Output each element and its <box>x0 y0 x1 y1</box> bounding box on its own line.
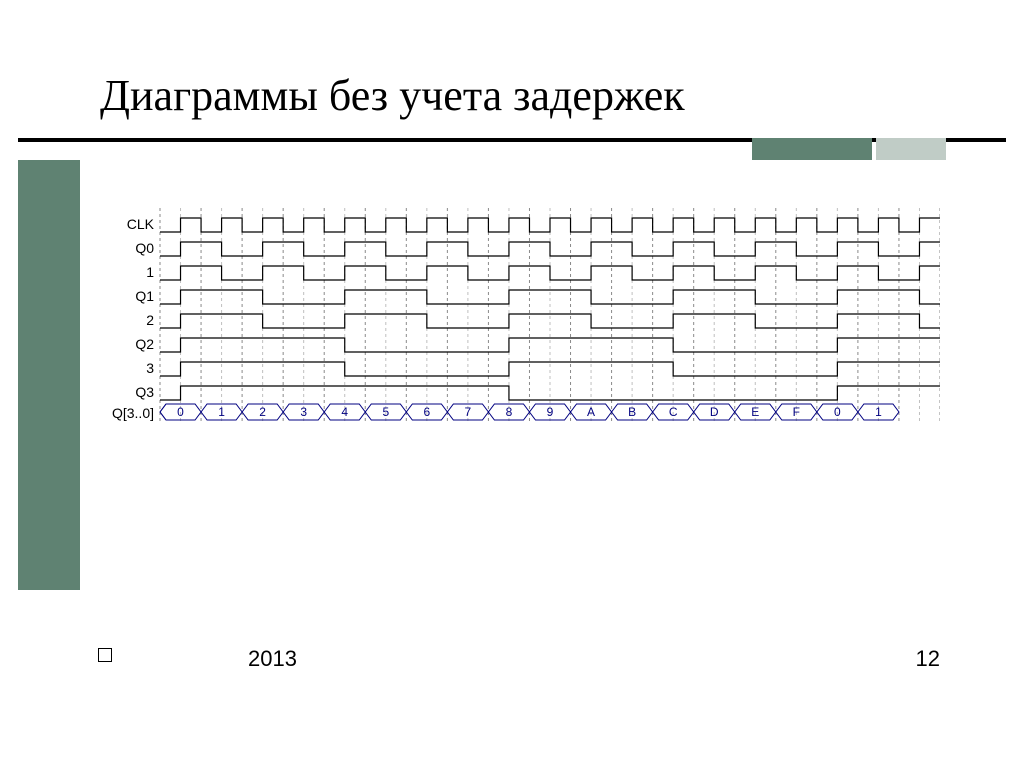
svg-text:Q[3..0]: Q[3..0] <box>112 405 154 421</box>
svg-text:2: 2 <box>259 405 266 419</box>
footer-year: 2013 <box>248 646 297 672</box>
footer-page-number: 12 <box>916 646 940 672</box>
svg-text:E: E <box>751 405 759 419</box>
svg-text:D: D <box>710 405 719 419</box>
timing-svg: CLK Q0 1 Q1 2 Q2 3 Q3 Q[3..0] 0 1 2 3 4 5 6 7 8 9 A B C D E F 0 1 <box>100 204 940 456</box>
svg-text:3: 3 <box>300 405 307 419</box>
svg-text:7: 7 <box>465 405 472 419</box>
svg-text:Q0: Q0 <box>135 240 154 256</box>
svg-text:1: 1 <box>146 264 154 280</box>
page-title: Диаграммы без учета задержек <box>100 70 685 121</box>
svg-text:0: 0 <box>177 405 184 419</box>
svg-text:Q2: Q2 <box>135 336 154 352</box>
svg-text:C: C <box>669 405 678 419</box>
svg-text:2: 2 <box>146 312 154 328</box>
svg-text:5: 5 <box>382 405 389 419</box>
svg-text:1: 1 <box>218 405 225 419</box>
svg-text:0: 0 <box>834 405 841 419</box>
title-accent-bar-1 <box>752 138 872 160</box>
svg-text:Q1: Q1 <box>135 288 154 304</box>
svg-text:B: B <box>628 405 636 419</box>
left-column <box>18 160 80 590</box>
timing-diagram: CLK Q0 1 Q1 2 Q2 3 Q3 Q[3..0] 0 1 2 3 4 5 6 7 8 9 A B C D E F 0 1 <box>100 204 940 456</box>
svg-text:A: A <box>587 405 595 419</box>
footer-bullet-icon <box>98 648 112 662</box>
svg-text:4: 4 <box>341 405 348 419</box>
svg-text:F: F <box>793 405 800 419</box>
svg-text:8: 8 <box>506 405 513 419</box>
svg-text:CLK: CLK <box>127 216 155 232</box>
svg-text:9: 9 <box>547 405 554 419</box>
svg-text:3: 3 <box>146 360 154 376</box>
title-accent-bar-2 <box>876 138 946 160</box>
svg-text:Q3: Q3 <box>135 384 154 400</box>
svg-text:1: 1 <box>875 405 882 419</box>
svg-text:6: 6 <box>423 405 430 419</box>
